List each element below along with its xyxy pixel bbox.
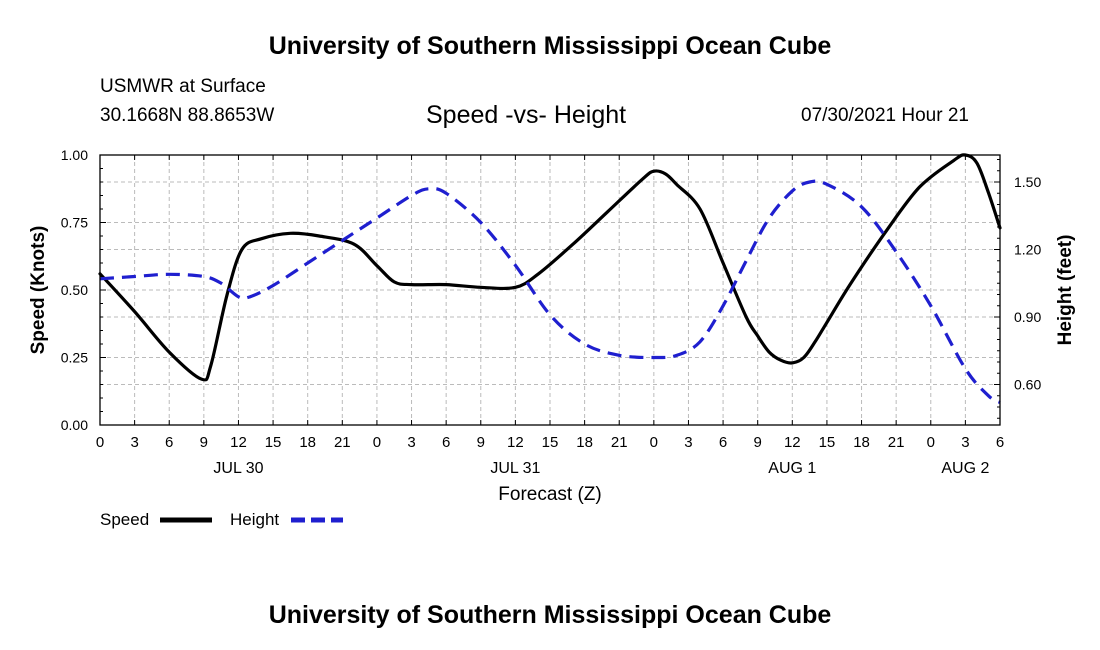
x-tick-label: 9 xyxy=(477,434,485,451)
legend: Speed Height xyxy=(100,510,343,529)
x-tick-label: 3 xyxy=(407,434,415,451)
legend-speed-label: Speed xyxy=(100,510,149,529)
y2-tick-label: 1.20 xyxy=(1014,242,1041,258)
x-tick-label: 18 xyxy=(853,434,870,451)
x-tick-label: 15 xyxy=(819,434,836,451)
y2-axis-label: Height (feet) xyxy=(1055,235,1076,346)
chart-title: Speed -vs- Height xyxy=(426,101,627,129)
x-tick-label: 6 xyxy=(719,434,727,451)
x-tick-label: 6 xyxy=(165,434,173,451)
x-tick-label: 3 xyxy=(130,434,138,451)
y-tick-label: 1.00 xyxy=(61,147,88,163)
x-tick-label: 21 xyxy=(888,434,905,451)
timestamp-label: 07/30/2021 Hour 21 xyxy=(801,105,969,126)
x-tick-label: 0 xyxy=(650,434,658,451)
series-lines xyxy=(98,153,1002,404)
station-label: USMWR at Surface xyxy=(100,76,266,97)
x-tick-label: 0 xyxy=(96,434,104,451)
y2-tick-label: 0.90 xyxy=(1014,309,1041,325)
x-tick-label: 18 xyxy=(299,434,316,451)
y2-tick-label: 0.60 xyxy=(1014,377,1041,393)
x-tick-label: 0 xyxy=(373,434,381,451)
x-tick-label: 6 xyxy=(996,434,1004,451)
x-tick-label: 21 xyxy=(611,434,628,451)
x-tick-label: 3 xyxy=(961,434,969,451)
axes: 0 3 6 9 12 15 18 21 0 3 6 9 12 15 18 21 0 3 6 9 12 15 18 21 0 3 6 0… xyxy=(28,147,1076,505)
x-tick-label: 18 xyxy=(576,434,593,451)
date-label: JUL 30 xyxy=(213,460,263,477)
x-tick-label: 12 xyxy=(784,434,801,451)
x-tick-label: 6 xyxy=(442,434,450,451)
x-tick-label: 9 xyxy=(754,434,762,451)
date-label: AUG 1 xyxy=(768,460,816,477)
x-tick-label: 15 xyxy=(265,434,282,451)
x-tick-label: 12 xyxy=(230,434,247,451)
x-tick-label: 12 xyxy=(507,434,524,451)
speed-series-line xyxy=(98,153,1002,382)
top-title: University of Southern Mississippi Ocean… xyxy=(268,32,832,60)
y-tick-label: 0.75 xyxy=(61,215,88,231)
x-axis-label: Forecast (Z) xyxy=(498,484,601,505)
coordinates-label: 30.1668N 88.8653W xyxy=(100,105,275,126)
x-tick-label: 15 xyxy=(542,434,559,451)
y-tick-label: 0.00 xyxy=(61,417,88,433)
x-tick-label: 21 xyxy=(334,434,351,451)
y-tick-label: 0.25 xyxy=(61,350,88,366)
legend-height-label: Height xyxy=(230,510,279,529)
date-label: AUG 2 xyxy=(941,460,989,477)
x-tick-label: 9 xyxy=(200,434,208,451)
bottom-title: University of Southern Mississippi Ocean… xyxy=(268,601,832,629)
grid-lines xyxy=(100,155,1000,425)
x-tick-label: 0 xyxy=(927,434,935,451)
height-series-line xyxy=(99,179,1001,404)
y2-tick-label: 1.50 xyxy=(1014,174,1041,190)
x-tick-label: 3 xyxy=(684,434,692,451)
y-tick-label: 0.50 xyxy=(61,282,88,298)
date-label: JUL 31 xyxy=(490,460,540,477)
y-axis-label: Speed (Knots) xyxy=(28,226,49,355)
